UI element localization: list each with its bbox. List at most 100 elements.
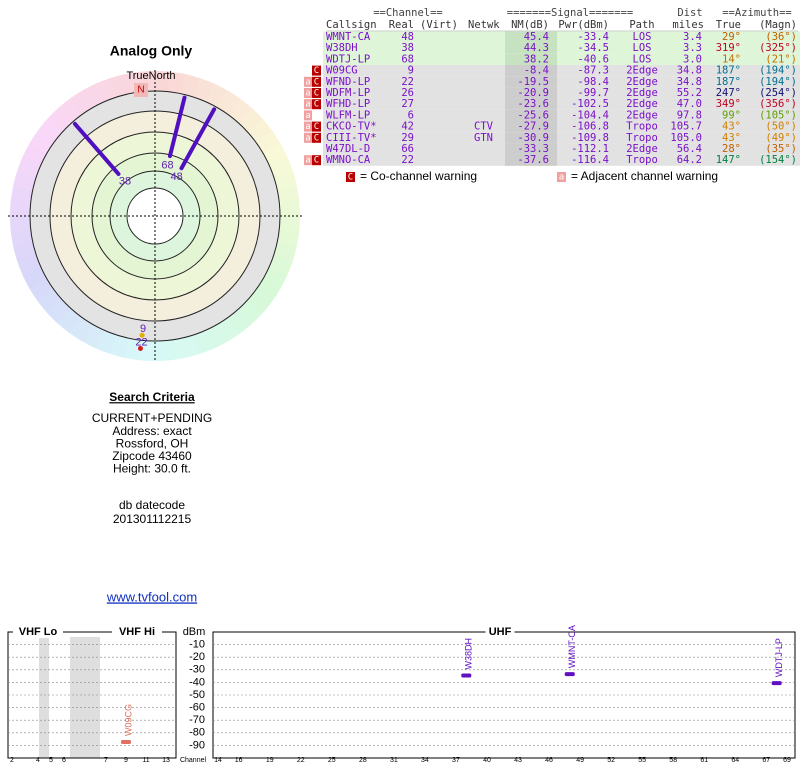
warning-badge xyxy=(304,88,312,98)
group-header: ==Azimuth== xyxy=(722,7,792,19)
cell-pwr: -116.4 xyxy=(571,154,609,166)
x-tick-label: 58 xyxy=(669,757,677,764)
spectrum-chart: -10-20-30-40-50-60-70-80-90 dBm Channel VHF… xyxy=(8,625,795,764)
legend-badge xyxy=(346,172,355,182)
cell-real: 6 xyxy=(408,109,414,121)
nm-cell-bg xyxy=(505,132,557,144)
search-line: Height: 30.0 ft. xyxy=(113,462,191,476)
section-title-bg xyxy=(13,626,63,638)
cell-path: LOS xyxy=(633,53,652,65)
warning-badge xyxy=(312,121,321,132)
x-tick-label: 2 xyxy=(10,757,14,764)
cell-pwr: -40.6 xyxy=(577,53,609,65)
cell-callsign: WDTJ-LP xyxy=(326,53,370,65)
station-dot xyxy=(139,332,145,338)
warning-badge xyxy=(312,99,321,110)
cell-callsign: WFHD-LP xyxy=(326,98,370,110)
warning-text: C xyxy=(314,66,319,76)
x-tick-label: 31 xyxy=(390,757,398,764)
x-tick-label: 25 xyxy=(328,757,336,764)
section-title-bg xyxy=(485,626,515,638)
cell-az-magn: (21°) xyxy=(765,53,797,65)
nm-cell-bg xyxy=(505,76,557,88)
warning-badge xyxy=(304,121,312,132)
warning-text: a xyxy=(305,133,310,143)
search-title: Search Criteria xyxy=(109,390,195,404)
row-bg xyxy=(323,87,800,99)
legend-badge-text: a xyxy=(559,173,564,183)
cell-nm: 45.4 xyxy=(524,31,549,43)
cell-path: 2Edge xyxy=(626,87,658,99)
cell-callsign: CIII-TV* xyxy=(326,132,377,144)
group-header: Dist xyxy=(677,7,702,19)
x-tick-label: 11 xyxy=(142,757,149,764)
site-link[interactable]: www.tvfool.com xyxy=(106,589,197,604)
x-tick-label: 52 xyxy=(607,757,615,764)
cell-callsign: WFND-LP xyxy=(326,76,370,88)
cell-path: 2Edge xyxy=(626,76,658,88)
cell-path: 2Edge xyxy=(626,98,658,110)
cell-az-magn: (194°) xyxy=(759,65,797,77)
signal-label: W38DH xyxy=(464,638,474,670)
nm-cell-bg xyxy=(505,87,557,99)
cell-pwr: -33.4 xyxy=(577,31,609,43)
cell-callsign: CKCO-TV* xyxy=(326,121,377,133)
cell-real: 29 xyxy=(401,132,414,144)
y-tick-label: -40 xyxy=(189,676,205,688)
cell-real: 27 xyxy=(401,98,414,110)
x-tick-label: 6 xyxy=(62,757,66,764)
cell-dist: 105.0 xyxy=(670,132,702,144)
cell-dist: 97.8 xyxy=(677,109,702,121)
station-label: 38 xyxy=(119,175,131,187)
cell-dist: 3.0 xyxy=(683,53,702,65)
signal-bar xyxy=(771,681,782,686)
cell-az-magn: (49°) xyxy=(765,132,797,144)
unavailable-band xyxy=(70,637,100,758)
cell-nm: -19.5 xyxy=(517,76,549,88)
x-tick-label: 40 xyxy=(483,757,491,764)
cell-pwr: -98.4 xyxy=(577,76,609,88)
x-tick-label: 5 xyxy=(49,757,53,764)
cell-az-true: 187° xyxy=(716,65,741,77)
cell-pwr: -87.3 xyxy=(577,65,609,77)
row-bg xyxy=(323,109,800,121)
x-tick-label: 7 xyxy=(104,757,108,764)
cell-az-true: 187° xyxy=(716,76,741,88)
cell-callsign: WMNT-CA xyxy=(326,31,371,43)
cell-dist: 55.2 xyxy=(677,87,702,99)
cell-az-magn: (356°) xyxy=(759,98,797,110)
section-title: VHF Hi xyxy=(119,626,155,638)
x-tick-label: 4 xyxy=(36,757,40,764)
x-tick-label: 19 xyxy=(266,757,274,764)
column-header: (Virt) xyxy=(420,19,458,31)
cell-real: 38 xyxy=(401,42,414,54)
warning-badge xyxy=(304,99,312,110)
cell-nm: -27.9 xyxy=(517,121,549,133)
cell-netwk: CTV xyxy=(474,121,494,133)
cell-nm: -20.9 xyxy=(517,87,549,99)
station-dot xyxy=(137,345,143,351)
warning-badge xyxy=(304,155,312,166)
station-label: 9 xyxy=(140,323,146,335)
warning-text: C xyxy=(314,133,319,143)
x-tick-label: 22 xyxy=(297,757,305,764)
cell-az-true: 99° xyxy=(722,109,741,121)
warning-text: a xyxy=(305,100,310,110)
x-tick-label: 46 xyxy=(545,757,553,764)
x-tick-label: 14 xyxy=(214,757,222,764)
cell-dist: 34.8 xyxy=(677,76,702,88)
row-bg xyxy=(323,76,800,88)
nm-cell-bg xyxy=(505,121,557,133)
polar-title: Analog Only xyxy=(110,43,193,59)
warning-text: C xyxy=(314,89,319,99)
warning-badge xyxy=(312,76,321,87)
section-title-bg xyxy=(112,626,162,638)
uhf-panel xyxy=(212,631,796,759)
row-bg xyxy=(323,121,800,133)
cell-az-true: 147° xyxy=(716,154,741,166)
signal-bar xyxy=(121,739,131,744)
polar-plot: N 48 38 68 922 xyxy=(8,70,302,362)
cell-az-magn: (36°) xyxy=(765,31,797,43)
cell-pwr: -34.5 xyxy=(577,42,609,54)
column-header: Path xyxy=(629,19,654,31)
